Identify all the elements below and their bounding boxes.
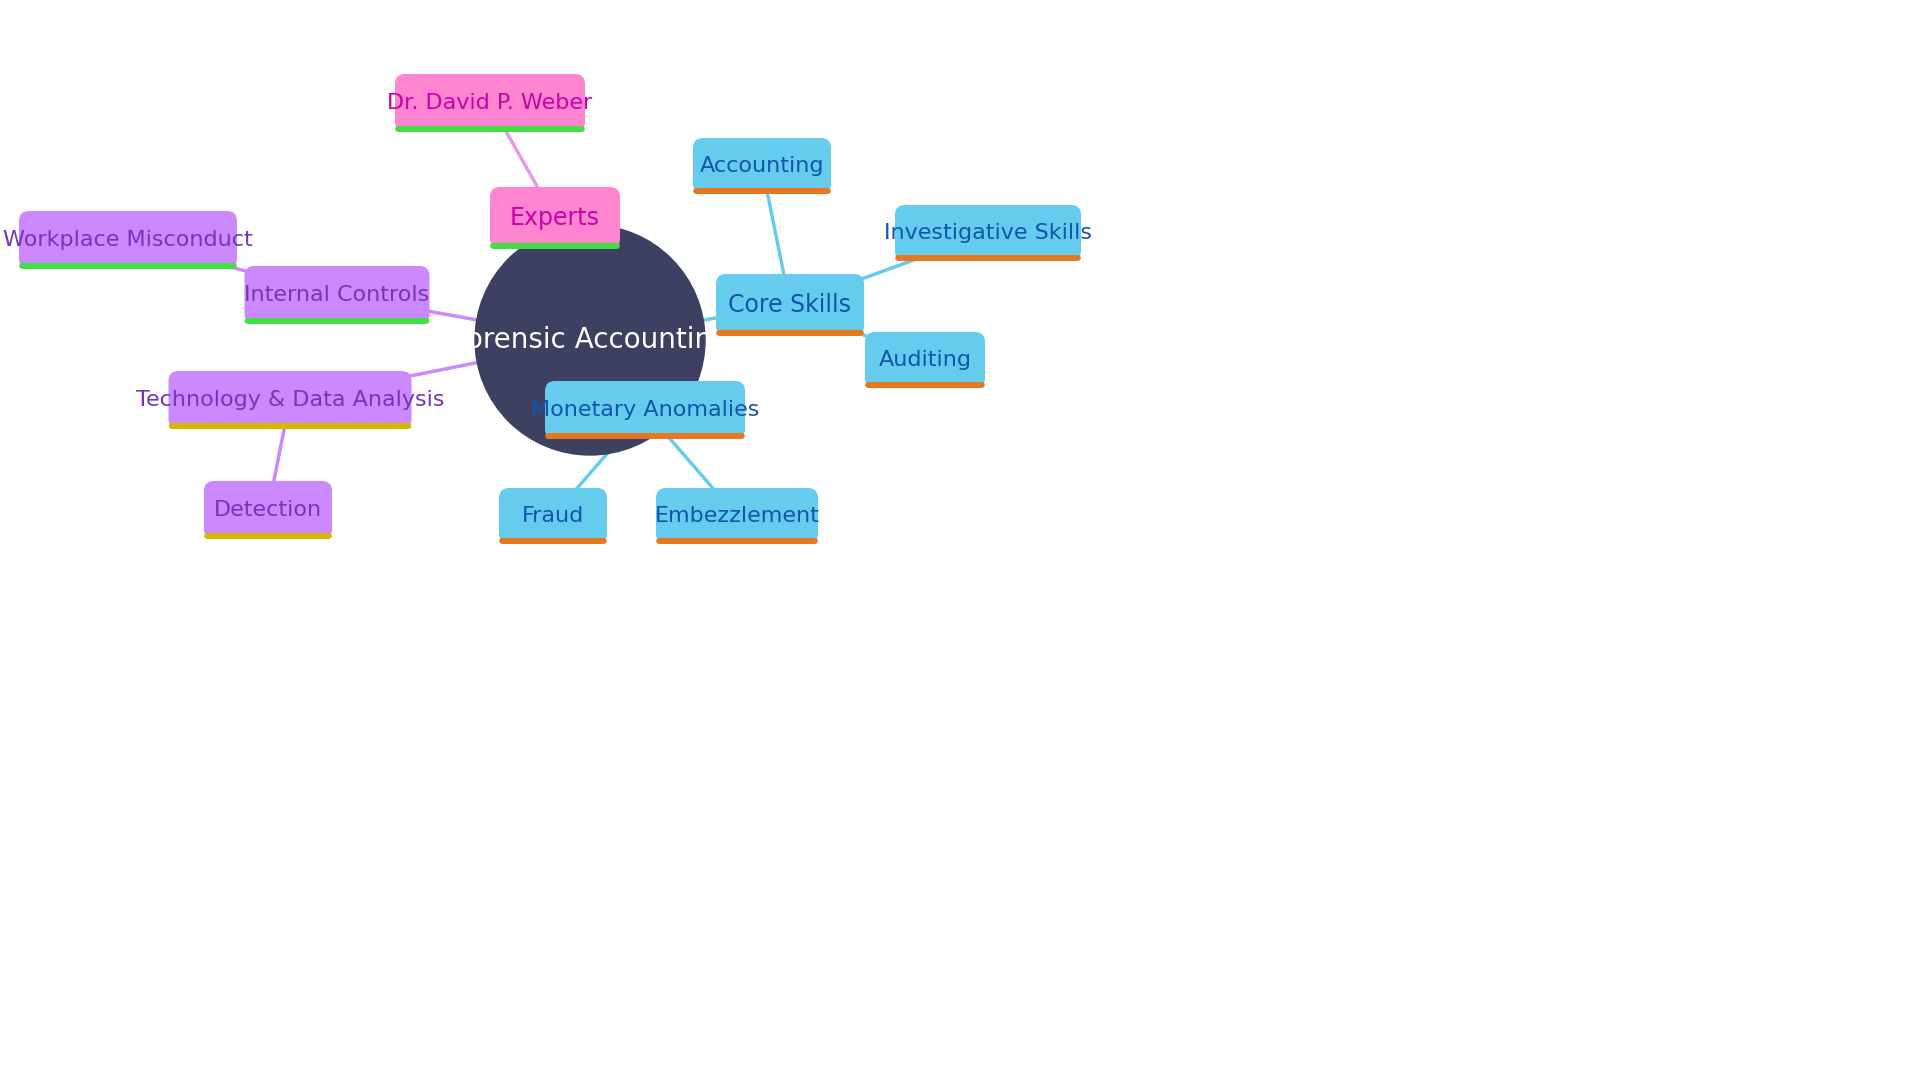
FancyBboxPatch shape [866,382,985,388]
FancyBboxPatch shape [244,318,430,324]
FancyBboxPatch shape [244,266,430,324]
FancyBboxPatch shape [499,538,607,544]
Text: Experts: Experts [511,206,599,230]
FancyBboxPatch shape [396,126,586,132]
Text: Forensic Accounting: Forensic Accounting [451,326,730,354]
FancyBboxPatch shape [895,205,1081,261]
FancyBboxPatch shape [169,372,411,429]
FancyBboxPatch shape [490,187,620,249]
Text: Internal Controls: Internal Controls [244,285,430,305]
Text: Workplace Misconduct: Workplace Misconduct [4,230,253,249]
Text: Detection: Detection [213,500,323,519]
Text: Embezzlement: Embezzlement [655,507,820,526]
FancyBboxPatch shape [19,211,236,269]
FancyBboxPatch shape [693,188,831,194]
FancyBboxPatch shape [657,538,818,544]
FancyBboxPatch shape [204,534,332,539]
Text: Technology & Data Analysis: Technology & Data Analysis [136,390,444,410]
FancyBboxPatch shape [693,138,831,194]
Circle shape [474,225,705,455]
FancyBboxPatch shape [895,255,1081,261]
Text: Fraud: Fraud [522,507,584,526]
FancyBboxPatch shape [657,488,818,544]
Text: Auditing: Auditing [879,350,972,370]
FancyBboxPatch shape [490,243,620,249]
Text: Investigative Skills: Investigative Skills [883,222,1092,243]
FancyBboxPatch shape [204,481,332,539]
FancyBboxPatch shape [19,264,236,269]
FancyBboxPatch shape [396,75,586,132]
FancyBboxPatch shape [716,274,864,336]
Text: Core Skills: Core Skills [728,293,851,318]
FancyBboxPatch shape [545,381,745,438]
Text: Monetary Anomalies: Monetary Anomalies [530,400,758,420]
Text: Dr. David P. Weber: Dr. David P. Weber [388,93,593,113]
FancyBboxPatch shape [866,332,985,388]
Text: Accounting: Accounting [699,156,824,176]
FancyBboxPatch shape [499,488,607,544]
FancyBboxPatch shape [169,423,411,429]
FancyBboxPatch shape [545,433,745,438]
FancyBboxPatch shape [716,329,864,336]
